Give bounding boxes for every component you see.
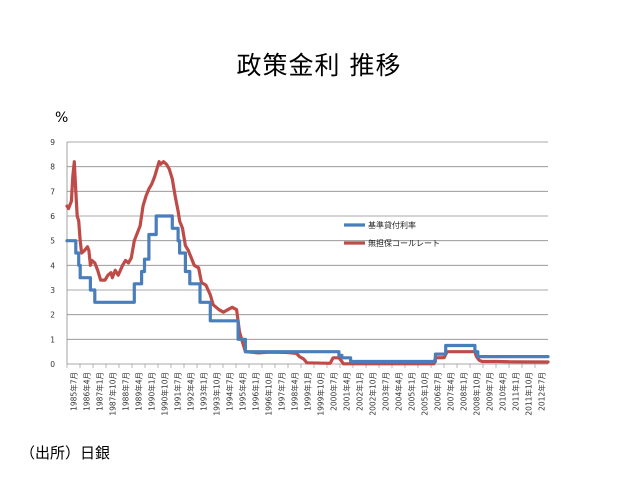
x-tick-label: 2012年7月 [537, 372, 547, 411]
x-tick-label: 1996年1月 [251, 372, 261, 411]
y-tick-label: 1 [50, 335, 55, 344]
y-tick-label: 9 [50, 138, 55, 147]
x-tick-label: 2011年10月 [524, 372, 534, 416]
x-tick-label: 1987年1月 [95, 372, 105, 411]
x-tick-label: 1990年1月 [147, 372, 157, 411]
x-tick-label: 2006年7月 [433, 372, 443, 411]
x-tick-label: 2007年4月 [446, 372, 456, 411]
x-tick-label: 2009年7月 [485, 372, 495, 411]
x-tick-label: 1999年1月 [303, 372, 313, 411]
y-tick-label: 4 [50, 261, 55, 270]
x-tick-label: 2001年4月 [342, 372, 352, 411]
x-tick-label: 1988年7月 [121, 372, 131, 411]
x-tick-label: 2008年1月 [459, 372, 469, 411]
x-tick-label: 2003年7月 [381, 372, 391, 411]
x-tick-label: 2010年4月 [498, 372, 508, 411]
x-tick-label: 1993年10月 [212, 372, 222, 416]
y-tick-label: 7 [50, 187, 55, 196]
x-tick-label: 1997年7月 [277, 372, 287, 411]
x-tick-label: 1991年7月 [173, 372, 183, 411]
x-tick-label: 1989年4月 [134, 372, 144, 411]
y-tick-label: 8 [50, 163, 55, 172]
x-tick-label: 1999年10月 [316, 372, 326, 416]
y-tick-label: 2 [50, 311, 55, 320]
x-tick-label: 2011年1月 [511, 372, 521, 411]
y-tick-label: 0 [50, 360, 55, 369]
series-line [65, 160, 550, 366]
x-tick-label: 2008年10月 [472, 372, 482, 416]
x-tick-label: 1996年10月 [264, 372, 274, 416]
legend-label: 無担保コールレート [368, 238, 440, 248]
x-tick-label: 1986年4月 [82, 372, 92, 411]
x-tick-label: 1995年4月 [238, 372, 248, 411]
x-tick-label: 1987年10月 [108, 372, 118, 416]
y-tick-label: 5 [50, 237, 55, 246]
x-tick-label: 1998年4月 [290, 372, 300, 411]
x-tick-label: 2000年7月 [329, 372, 339, 411]
gridlines [66, 141, 548, 365]
x-tick-label: 1990年10月 [160, 372, 170, 416]
x-tick-label: 2005年10月 [420, 372, 430, 416]
y-tick-label: 6 [50, 212, 55, 221]
x-tick-label: 2005年1月 [407, 372, 417, 411]
x-tick-label: 1993年1月 [199, 372, 209, 411]
x-tick-label: 1992年4月 [186, 372, 196, 411]
page-title: 政策金利 推移 [236, 51, 402, 80]
x-tick-label: 2002年1月 [355, 372, 365, 411]
x-tick-label: 2004年4月 [394, 372, 404, 411]
x-tick-label: 1985年7月 [69, 372, 79, 411]
series-lines [65, 160, 550, 366]
y-axis-unit: % [55, 110, 69, 126]
y-tick-label: 3 [50, 286, 55, 295]
x-axis-ticks: 1985年7月 1986年4月 1987年1月 1987年10月 1988年7月 1989… [66, 364, 547, 416]
x-tick-label: 1994年7月 [225, 372, 235, 411]
x-tick-label: 2002年10月 [368, 372, 378, 416]
source-note: （出所）日銀 [20, 444, 111, 462]
legend-label: 基準貸付利率 [368, 220, 416, 230]
y-axis-ticks: 0 1 2 3 4 5 6 7 8 9 [50, 138, 55, 369]
series-line [65, 214, 550, 364]
